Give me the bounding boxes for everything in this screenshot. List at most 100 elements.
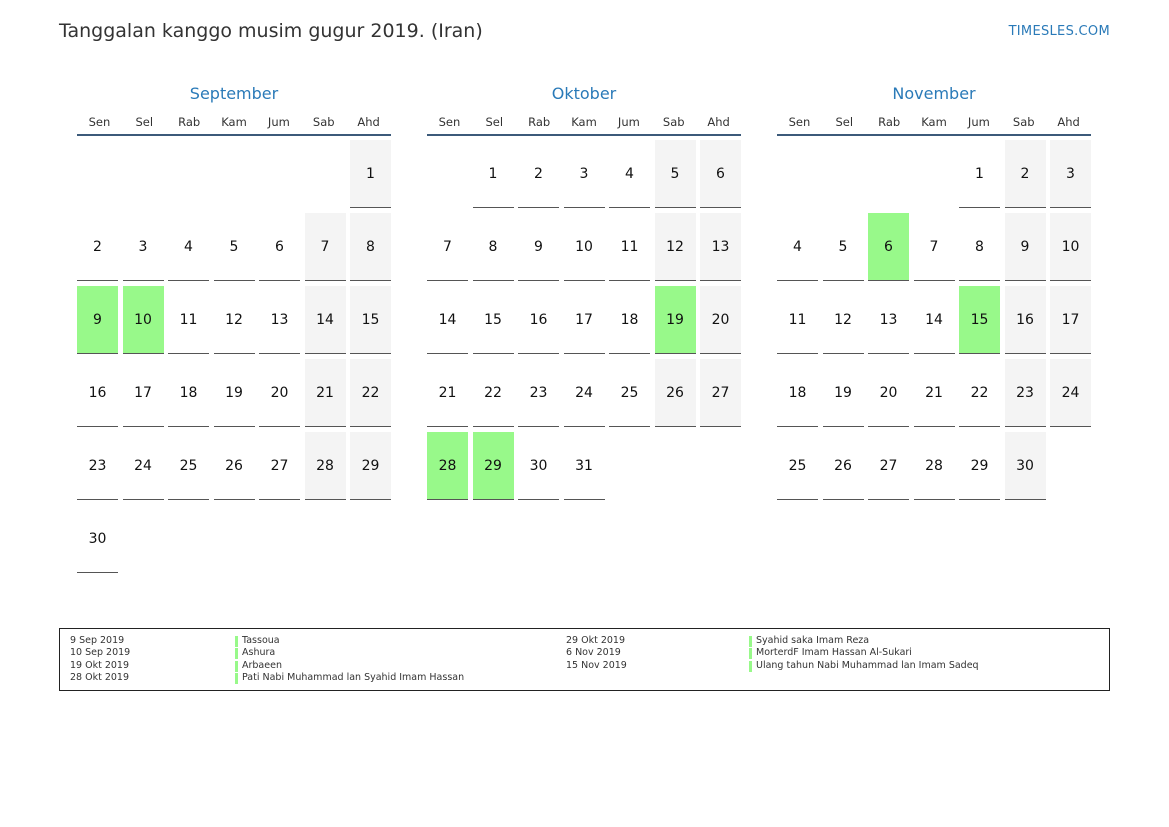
day-cell[interactable]: 4 xyxy=(777,213,818,281)
day-cell[interactable]: 8 xyxy=(959,213,1000,281)
day-cell[interactable]: 15 xyxy=(959,286,1000,354)
day-cell[interactable]: 19 xyxy=(213,359,255,427)
day-cell[interactable]: 5 xyxy=(654,140,696,208)
day-cell[interactable]: 19 xyxy=(822,359,864,427)
day-cell[interactable]: 26 xyxy=(213,432,255,500)
day-cell[interactable]: 8 xyxy=(472,213,514,281)
day-cell[interactable]: 15 xyxy=(472,286,514,354)
day-cell[interactable]: 10 xyxy=(563,213,605,281)
legend-holiday-name: Ashura xyxy=(242,647,276,659)
day-cell[interactable]: 20 xyxy=(868,359,909,427)
day-cell[interactable]: 13 xyxy=(700,213,741,281)
day-cell[interactable]: 22 xyxy=(959,359,1000,427)
day-cell[interactable]: 3 xyxy=(563,140,605,208)
day-cell[interactable]: 5 xyxy=(822,213,864,281)
day-cell[interactable]: 13 xyxy=(868,286,909,354)
day-cell[interactable]: 27 xyxy=(868,432,909,500)
day-cell[interactable]: 20 xyxy=(700,286,741,354)
day-cell[interactable]: 14 xyxy=(913,286,955,354)
day-cell[interactable]: 21 xyxy=(427,359,468,427)
day-cell[interactable]: 21 xyxy=(913,359,955,427)
day-cell[interactable]: 29 xyxy=(350,432,391,500)
day-cell[interactable]: 30 xyxy=(518,432,559,500)
legend-date: 6 Nov 2019 xyxy=(566,647,621,659)
day-cell[interactable]: 28 xyxy=(427,432,468,500)
day-cell[interactable]: 31 xyxy=(563,432,605,500)
day-cell[interactable]: 24 xyxy=(122,432,164,500)
day-cell[interactable]: 2 xyxy=(518,140,559,208)
day-cell[interactable]: 4 xyxy=(609,140,650,208)
day-cell[interactable]: 29 xyxy=(959,432,1000,500)
day-cell[interactable]: 5 xyxy=(213,213,255,281)
day-cell[interactable]: 19 xyxy=(654,286,696,354)
day-cell[interactable]: 24 xyxy=(563,359,605,427)
day-cell[interactable]: 13 xyxy=(259,286,300,354)
day-cell[interactable]: 17 xyxy=(563,286,605,354)
day-cell[interactable]: 11 xyxy=(777,286,818,354)
day-cell[interactable]: 10 xyxy=(122,286,164,354)
day-cell[interactable]: 22 xyxy=(472,359,514,427)
day-cell[interactable]: 11 xyxy=(609,213,650,281)
day-cell[interactable]: 17 xyxy=(122,359,164,427)
day-cell[interactable]: 18 xyxy=(777,359,818,427)
day-cell[interactable]: 7 xyxy=(913,213,955,281)
day-cell[interactable]: 16 xyxy=(77,359,118,427)
legend-holiday-name: MorterdF Imam Hassan Al-Sukari xyxy=(756,647,912,659)
day-cell[interactable]: 1 xyxy=(472,140,514,208)
day-cell[interactable]: 25 xyxy=(609,359,650,427)
day-cell[interactable]: 24 xyxy=(1050,359,1091,427)
day-cell[interactable]: 26 xyxy=(822,432,864,500)
day-cell[interactable]: 23 xyxy=(77,432,118,500)
day-cell[interactable]: 25 xyxy=(168,432,209,500)
day-cell[interactable]: 16 xyxy=(1004,286,1046,354)
day-cell[interactable]: 4 xyxy=(168,213,209,281)
day-cell[interactable]: 1 xyxy=(959,140,1000,208)
weekday-label: Sen xyxy=(788,115,811,129)
day-cell[interactable]: 25 xyxy=(777,432,818,500)
day-cell[interactable]: 26 xyxy=(654,359,696,427)
day-cell[interactable]: 20 xyxy=(259,359,300,427)
day-cell[interactable]: 30 xyxy=(77,505,118,573)
day-cell[interactable]: 10 xyxy=(1050,213,1091,281)
weekday-label: Rab xyxy=(878,115,901,129)
day-cell[interactable]: 6 xyxy=(868,213,909,281)
day-cell[interactable]: 28 xyxy=(304,432,346,500)
day-cell[interactable]: 18 xyxy=(609,286,650,354)
day-cell[interactable]: 3 xyxy=(1050,140,1091,208)
day-cell[interactable]: 23 xyxy=(518,359,559,427)
day-cell[interactable]: 30 xyxy=(1004,432,1046,500)
site-brand-link[interactable]: TIMESLES.COM xyxy=(1008,24,1110,39)
day-cell[interactable]: 9 xyxy=(77,286,118,354)
day-cell[interactable]: 15 xyxy=(350,286,391,354)
day-cell[interactable]: 7 xyxy=(304,213,346,281)
day-cell[interactable]: 23 xyxy=(1004,359,1046,427)
day-cell[interactable]: 6 xyxy=(259,213,300,281)
day-cell[interactable]: 14 xyxy=(304,286,346,354)
day-cell[interactable]: 3 xyxy=(122,213,164,281)
day-cell[interactable]: 1 xyxy=(350,140,391,208)
day-cell[interactable]: 22 xyxy=(350,359,391,427)
day-cell[interactable]: 9 xyxy=(518,213,559,281)
weekday-header: Sen Sel Rab Kam Jum Sab Ahd xyxy=(77,110,391,136)
day-cell[interactable]: 7 xyxy=(427,213,468,281)
day-cell[interactable]: 6 xyxy=(700,140,741,208)
day-cell[interactable]: 29 xyxy=(472,432,514,500)
day-cell[interactable]: 14 xyxy=(427,286,468,354)
day-cell[interactable]: 27 xyxy=(700,359,741,427)
day-cell[interactable]: 27 xyxy=(259,432,300,500)
day-cell[interactable]: 9 xyxy=(1004,213,1046,281)
day-cell[interactable]: 2 xyxy=(77,213,118,281)
day-cell[interactable]: 12 xyxy=(822,286,864,354)
day-cell[interactable]: 12 xyxy=(213,286,255,354)
weekday-label: Jum xyxy=(267,115,290,129)
day-cell[interactable]: 2 xyxy=(1004,140,1046,208)
day-cell[interactable]: 12 xyxy=(654,213,696,281)
weekday-label: Rab xyxy=(178,115,201,129)
day-cell[interactable]: 17 xyxy=(1050,286,1091,354)
day-cell[interactable]: 8 xyxy=(350,213,391,281)
day-cell[interactable]: 28 xyxy=(913,432,955,500)
day-cell[interactable]: 18 xyxy=(168,359,209,427)
day-cell[interactable]: 21 xyxy=(304,359,346,427)
day-cell[interactable]: 11 xyxy=(168,286,209,354)
day-cell[interactable]: 16 xyxy=(518,286,559,354)
